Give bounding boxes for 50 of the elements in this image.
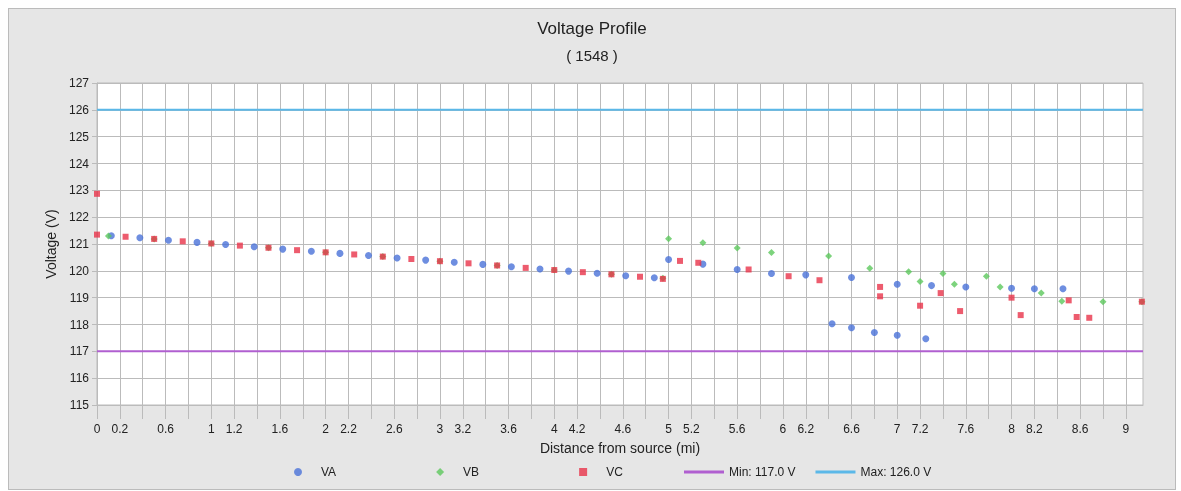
legend-label: VB <box>463 465 480 479</box>
y-tick-label: 123 <box>68 183 90 198</box>
y-tick-label: 121 <box>68 237 90 251</box>
x-tick-label: 2.2 <box>340 422 358 436</box>
chart-subtitle: ( 1548 ) <box>566 47 618 64</box>
x-tick-label: 9 <box>1122 422 1130 436</box>
x-tick-label: 2 <box>322 422 330 436</box>
x-tick-label: 4.6 <box>614 422 632 436</box>
x-tick-label: 0 <box>93 422 101 436</box>
x-tick-label: 4.2 <box>568 422 586 436</box>
x-tick-label: 2.6 <box>385 422 403 436</box>
y-tick-label: 119 <box>69 290 90 305</box>
y-tick-label: 126 <box>68 102 90 117</box>
legend-label: VA <box>321 465 337 479</box>
x-tick-label: 5 <box>665 422 673 436</box>
legend-label: Min: 117.0 V <box>729 465 796 479</box>
x-tick-label: 1.2 <box>225 422 243 436</box>
x-tick-label: 3.6 <box>500 422 518 436</box>
y-axis-title: Voltage (V) <box>43 209 60 279</box>
y-tick-label: 117 <box>69 344 90 359</box>
x-tick-label: 6.6 <box>843 422 861 436</box>
x-tick-label: 8.6 <box>1071 422 1089 436</box>
x-tick-label: 8 <box>1008 422 1016 436</box>
y-tick-label: 115 <box>69 398 90 412</box>
chart-title: Voltage Profile <box>537 19 647 38</box>
y-tick-label: 118 <box>69 317 90 332</box>
x-tick-label: 1.6 <box>271 422 289 436</box>
x-tick-label: 3 <box>436 422 444 436</box>
legend-label: Max: 126.0 V <box>860 465 932 479</box>
y-tick-label: 125 <box>68 129 90 144</box>
x-tick-label: 7 <box>893 422 901 436</box>
x-tick-label: 3.2 <box>454 422 472 436</box>
x-tick-label: 4 <box>550 422 558 436</box>
x-tick-label: 7.6 <box>957 422 975 436</box>
y-tick-label: 127 <box>68 76 90 90</box>
x-tick-label: 0.2 <box>111 422 129 436</box>
y-tick-label: 124 <box>68 156 90 171</box>
y-tick-label: 120 <box>68 263 90 278</box>
x-axis-title: Distance from source (mi) <box>539 440 701 456</box>
y-tick-label: 122 <box>68 210 90 225</box>
legend-label: VC <box>606 465 624 479</box>
x-tick-label: 5.6 <box>728 422 746 436</box>
y-tick-label: 116 <box>69 371 90 386</box>
x-tick-label: 0.6 <box>157 422 175 436</box>
x-tick-label: 6.2 <box>797 422 815 436</box>
x-tick-label: 1 <box>207 422 215 436</box>
x-tick-label: 6 <box>779 422 787 436</box>
x-tick-label: 7.2 <box>911 422 929 436</box>
x-tick-label: 5.2 <box>683 422 701 436</box>
x-tick-label: 8.2 <box>1026 422 1044 436</box>
